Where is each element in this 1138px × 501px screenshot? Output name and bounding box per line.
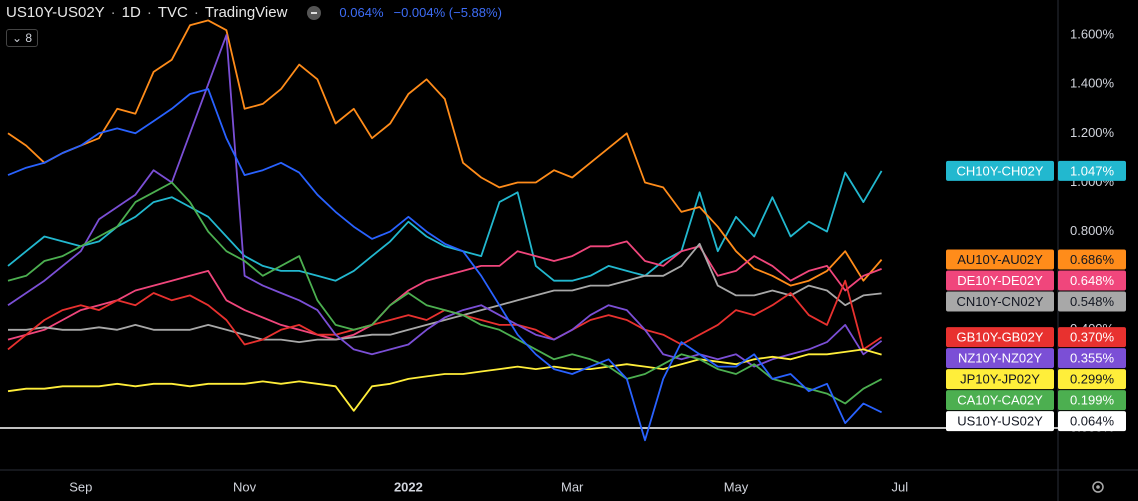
tag-name-box <box>946 327 1054 348</box>
tag-value: 0.064% <box>1070 414 1115 429</box>
tag-value: 0.686% <box>1070 252 1115 267</box>
x-tick-label: 2022 <box>394 479 423 494</box>
tag-name: CN10Y-CN02Y <box>957 294 1044 309</box>
tag-value: 0.355% <box>1070 351 1115 366</box>
last-value-tag: CA10Y-CA02Y 0.199% <box>946 390 1126 411</box>
source: TradingView <box>204 4 288 21</box>
symbol[interactable]: US10Y-US02Y <box>6 4 105 21</box>
last-value-tag: CH10Y-CH02Y 1.047% <box>946 160 1126 181</box>
separator: · <box>110 4 116 21</box>
tag-name: JP10Y-JP02Y <box>960 372 1040 387</box>
tag-value-box <box>1058 249 1126 270</box>
hide-button[interactable] <box>307 5 322 20</box>
header: US10Y-US02Y · 1D · TVC · TradingView 0.0… <box>6 4 502 21</box>
y-tick-label: 0.800% <box>1070 223 1115 238</box>
last-value-tag: AU10Y-AU02Y 0.686% <box>946 249 1126 270</box>
series-line <box>8 242 882 343</box>
tag-name-box <box>946 249 1054 270</box>
tag-name-box <box>946 270 1054 291</box>
y-tick-label: 1.200% <box>1070 125 1115 140</box>
x-tick-label: May <box>724 479 749 494</box>
series-line <box>7 170 883 282</box>
last-value: 0.064% <box>339 5 384 20</box>
tag-name: CA10Y-CA02Y <box>957 393 1043 408</box>
series-line <box>7 34 883 368</box>
tag-name-box <box>946 348 1054 369</box>
x-tick-label: Sep <box>69 479 92 494</box>
exchange: TVC <box>157 4 188 21</box>
tag-name-box <box>946 411 1054 432</box>
x-tick-label: Nov <box>233 479 257 494</box>
tag-value-box <box>1058 327 1126 348</box>
tag-value: 1.047% <box>1070 163 1115 178</box>
tag-name-box <box>946 369 1054 390</box>
series-line <box>7 19 883 287</box>
tag-name-box <box>946 291 1054 312</box>
series-line <box>7 279 883 351</box>
tag-value-box <box>1058 160 1126 181</box>
tag-value-box <box>1058 291 1126 312</box>
tag-value-box <box>1058 270 1126 291</box>
tag-name-box <box>946 390 1054 411</box>
tag-value: 0.548% <box>1070 294 1115 309</box>
gear-icon <box>1092 481 1104 493</box>
tag-value: 0.370% <box>1070 330 1115 345</box>
last-value-tag: US10Y-US02Y 0.064% <box>946 411 1126 432</box>
separator: · <box>193 4 199 21</box>
tag-value: 0.648% <box>1070 273 1115 288</box>
gear-hole <box>1096 485 1100 489</box>
settings-button[interactable] <box>1092 481 1104 493</box>
tag-value-box <box>1058 369 1126 390</box>
tag-name: NZ10Y-NZ02Y <box>958 351 1042 366</box>
x-tick-label: Jul <box>891 479 908 494</box>
tag-value: 0.199% <box>1070 393 1115 408</box>
separator: · <box>146 4 152 21</box>
chevron-icon: ⌄ <box>12 31 23 45</box>
tag-name: AU10Y-AU02Y <box>957 252 1043 267</box>
last-value-tag: NZ10Y-NZ02Y 0.355% <box>946 348 1126 369</box>
last-value-tag: GB10Y-GB02Y 0.370% <box>946 327 1126 348</box>
interval[interactable]: 1D <box>121 4 141 21</box>
change-value: −0.004% (−5.88%) <box>393 5 502 20</box>
tag-value-box <box>1058 390 1126 411</box>
series-line <box>7 181 883 405</box>
tag-value-box <box>1058 348 1126 369</box>
series-line <box>7 348 882 412</box>
series-line <box>7 240 882 341</box>
last-value-tag: DE10Y-DE02Y 0.648% <box>946 270 1126 291</box>
x-tick-label: Mar <box>561 479 584 494</box>
indicator-count: 8 <box>25 31 33 45</box>
last-value-tag: JP10Y-JP02Y 0.299% <box>946 369 1126 390</box>
tag-name: GB10Y-GB02Y <box>957 330 1044 345</box>
series-line <box>7 88 882 442</box>
y-tick-label: 1.600% <box>1070 27 1115 42</box>
tag-name: DE10Y-DE02Y <box>957 273 1043 288</box>
tag-value: 0.299% <box>1070 372 1115 387</box>
tag-name-box <box>946 160 1054 181</box>
last-value-tag: CN10Y-CN02Y 0.548% <box>946 291 1126 312</box>
y-tick-label: 1.400% <box>1070 76 1115 91</box>
tag-name: US10Y-US02Y <box>957 414 1043 429</box>
tag-value-box <box>1058 411 1126 432</box>
tag-name: CH10Y-CH02Y <box>957 163 1044 178</box>
indicators-toggle[interactable]: ⌄ 8 <box>6 29 39 47</box>
